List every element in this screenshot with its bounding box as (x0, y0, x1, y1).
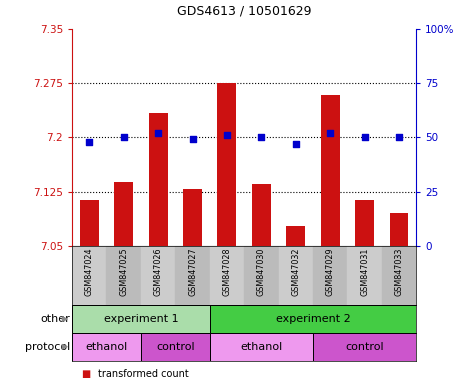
Bar (80, 200, 99, 246)
Bar (382, 246, 416, 305)
Bar (141, 333, 210, 361)
Text: experiment 1: experiment 1 (104, 314, 178, 324)
Text: ethanol: ethanol (240, 342, 282, 352)
Text: GSM847030: GSM847030 (257, 248, 266, 296)
Bar (313, 246, 347, 305)
Text: control: control (345, 342, 384, 352)
Point (395, 134, 403, 140)
Bar (218, 83, 236, 246)
Bar (390, 213, 408, 246)
Text: ethanol: ethanol (86, 342, 127, 352)
Bar (106, 246, 141, 305)
Point (292, 141, 299, 147)
Text: GSM847033: GSM847033 (394, 248, 404, 296)
Bar (72, 305, 210, 333)
Bar (210, 333, 313, 361)
Bar (210, 305, 416, 333)
Bar (210, 246, 244, 305)
Bar (72, 246, 106, 305)
Point (361, 134, 368, 140)
Text: ■: ■ (81, 369, 91, 379)
Text: GSM847026: GSM847026 (153, 248, 163, 296)
Point (258, 134, 265, 140)
Bar (313, 333, 416, 361)
Bar (183, 189, 202, 246)
Bar (244, 246, 279, 305)
Bar (149, 113, 167, 246)
Bar (347, 246, 382, 305)
Point (326, 130, 334, 136)
Text: GSM847028: GSM847028 (222, 248, 232, 296)
Text: control: control (156, 342, 195, 352)
Point (223, 132, 231, 138)
Text: GSM847031: GSM847031 (360, 248, 369, 296)
Text: protocol: protocol (25, 342, 70, 352)
Text: other: other (40, 314, 70, 324)
Bar (279, 246, 313, 305)
Point (86, 139, 93, 145)
Point (120, 134, 127, 140)
Text: GSM847032: GSM847032 (291, 248, 300, 296)
Bar (175, 246, 210, 305)
Text: GDS4613 / 10501629: GDS4613 / 10501629 (177, 4, 312, 17)
Text: GSM847024: GSM847024 (85, 248, 94, 296)
Bar (72, 333, 141, 361)
Text: transformed count: transformed count (98, 369, 188, 379)
Bar (355, 200, 374, 246)
Point (154, 130, 162, 136)
Bar (141, 246, 175, 305)
Text: GSM847027: GSM847027 (188, 248, 197, 296)
Bar (321, 95, 339, 246)
Bar (286, 225, 305, 246)
Point (189, 136, 196, 142)
Bar (114, 182, 133, 246)
Text: GSM847025: GSM847025 (119, 248, 128, 296)
Text: GSM847029: GSM847029 (326, 248, 335, 296)
Bar (252, 184, 271, 246)
Text: experiment 2: experiment 2 (276, 314, 350, 324)
